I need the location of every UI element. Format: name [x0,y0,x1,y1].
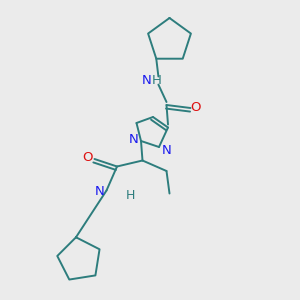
Text: H: H [152,74,162,87]
Text: O: O [191,100,201,114]
Text: N: N [162,144,171,157]
Text: N: N [95,185,105,198]
Text: N: N [142,74,152,87]
Text: N: N [129,133,138,146]
Text: H: H [126,189,135,202]
Text: O: O [82,151,93,164]
